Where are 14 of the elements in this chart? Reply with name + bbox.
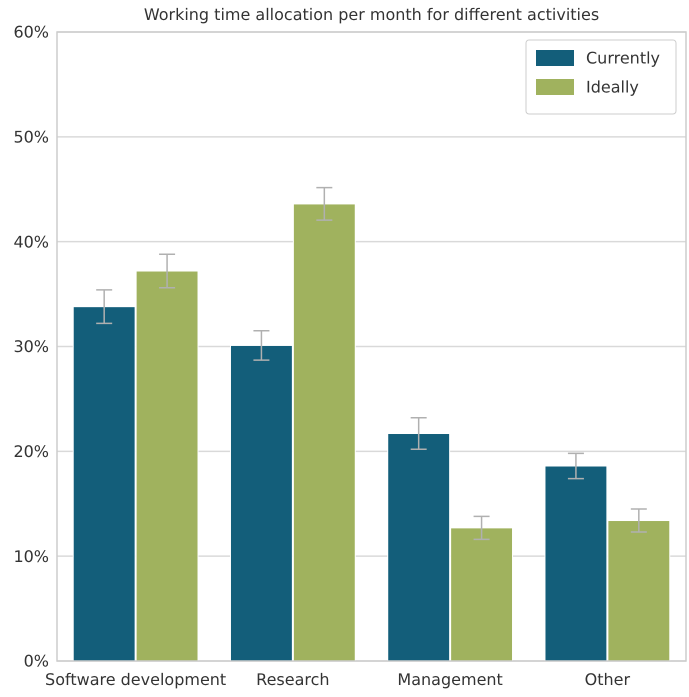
chart-title: Working time allocation per month for different activities: [144, 5, 600, 24]
legend-label: Currently: [586, 48, 660, 68]
y-tick-label: 30%: [13, 337, 49, 356]
y-tick-label: 0%: [24, 652, 49, 671]
x-tick-label: Other: [584, 670, 631, 689]
y-tick-label: 20%: [13, 442, 49, 461]
y-tick-label: 60%: [13, 22, 49, 42]
y-tick-label: 50%: [13, 127, 49, 146]
x-tick-label: Software development: [45, 670, 226, 689]
y-tick-label: 10%: [13, 546, 49, 566]
legend-label: Ideally: [586, 78, 639, 97]
x-tick-label: Management: [397, 670, 503, 689]
x-tick-label: Research: [256, 670, 330, 689]
y-tick-label: 40%: [13, 232, 49, 252]
